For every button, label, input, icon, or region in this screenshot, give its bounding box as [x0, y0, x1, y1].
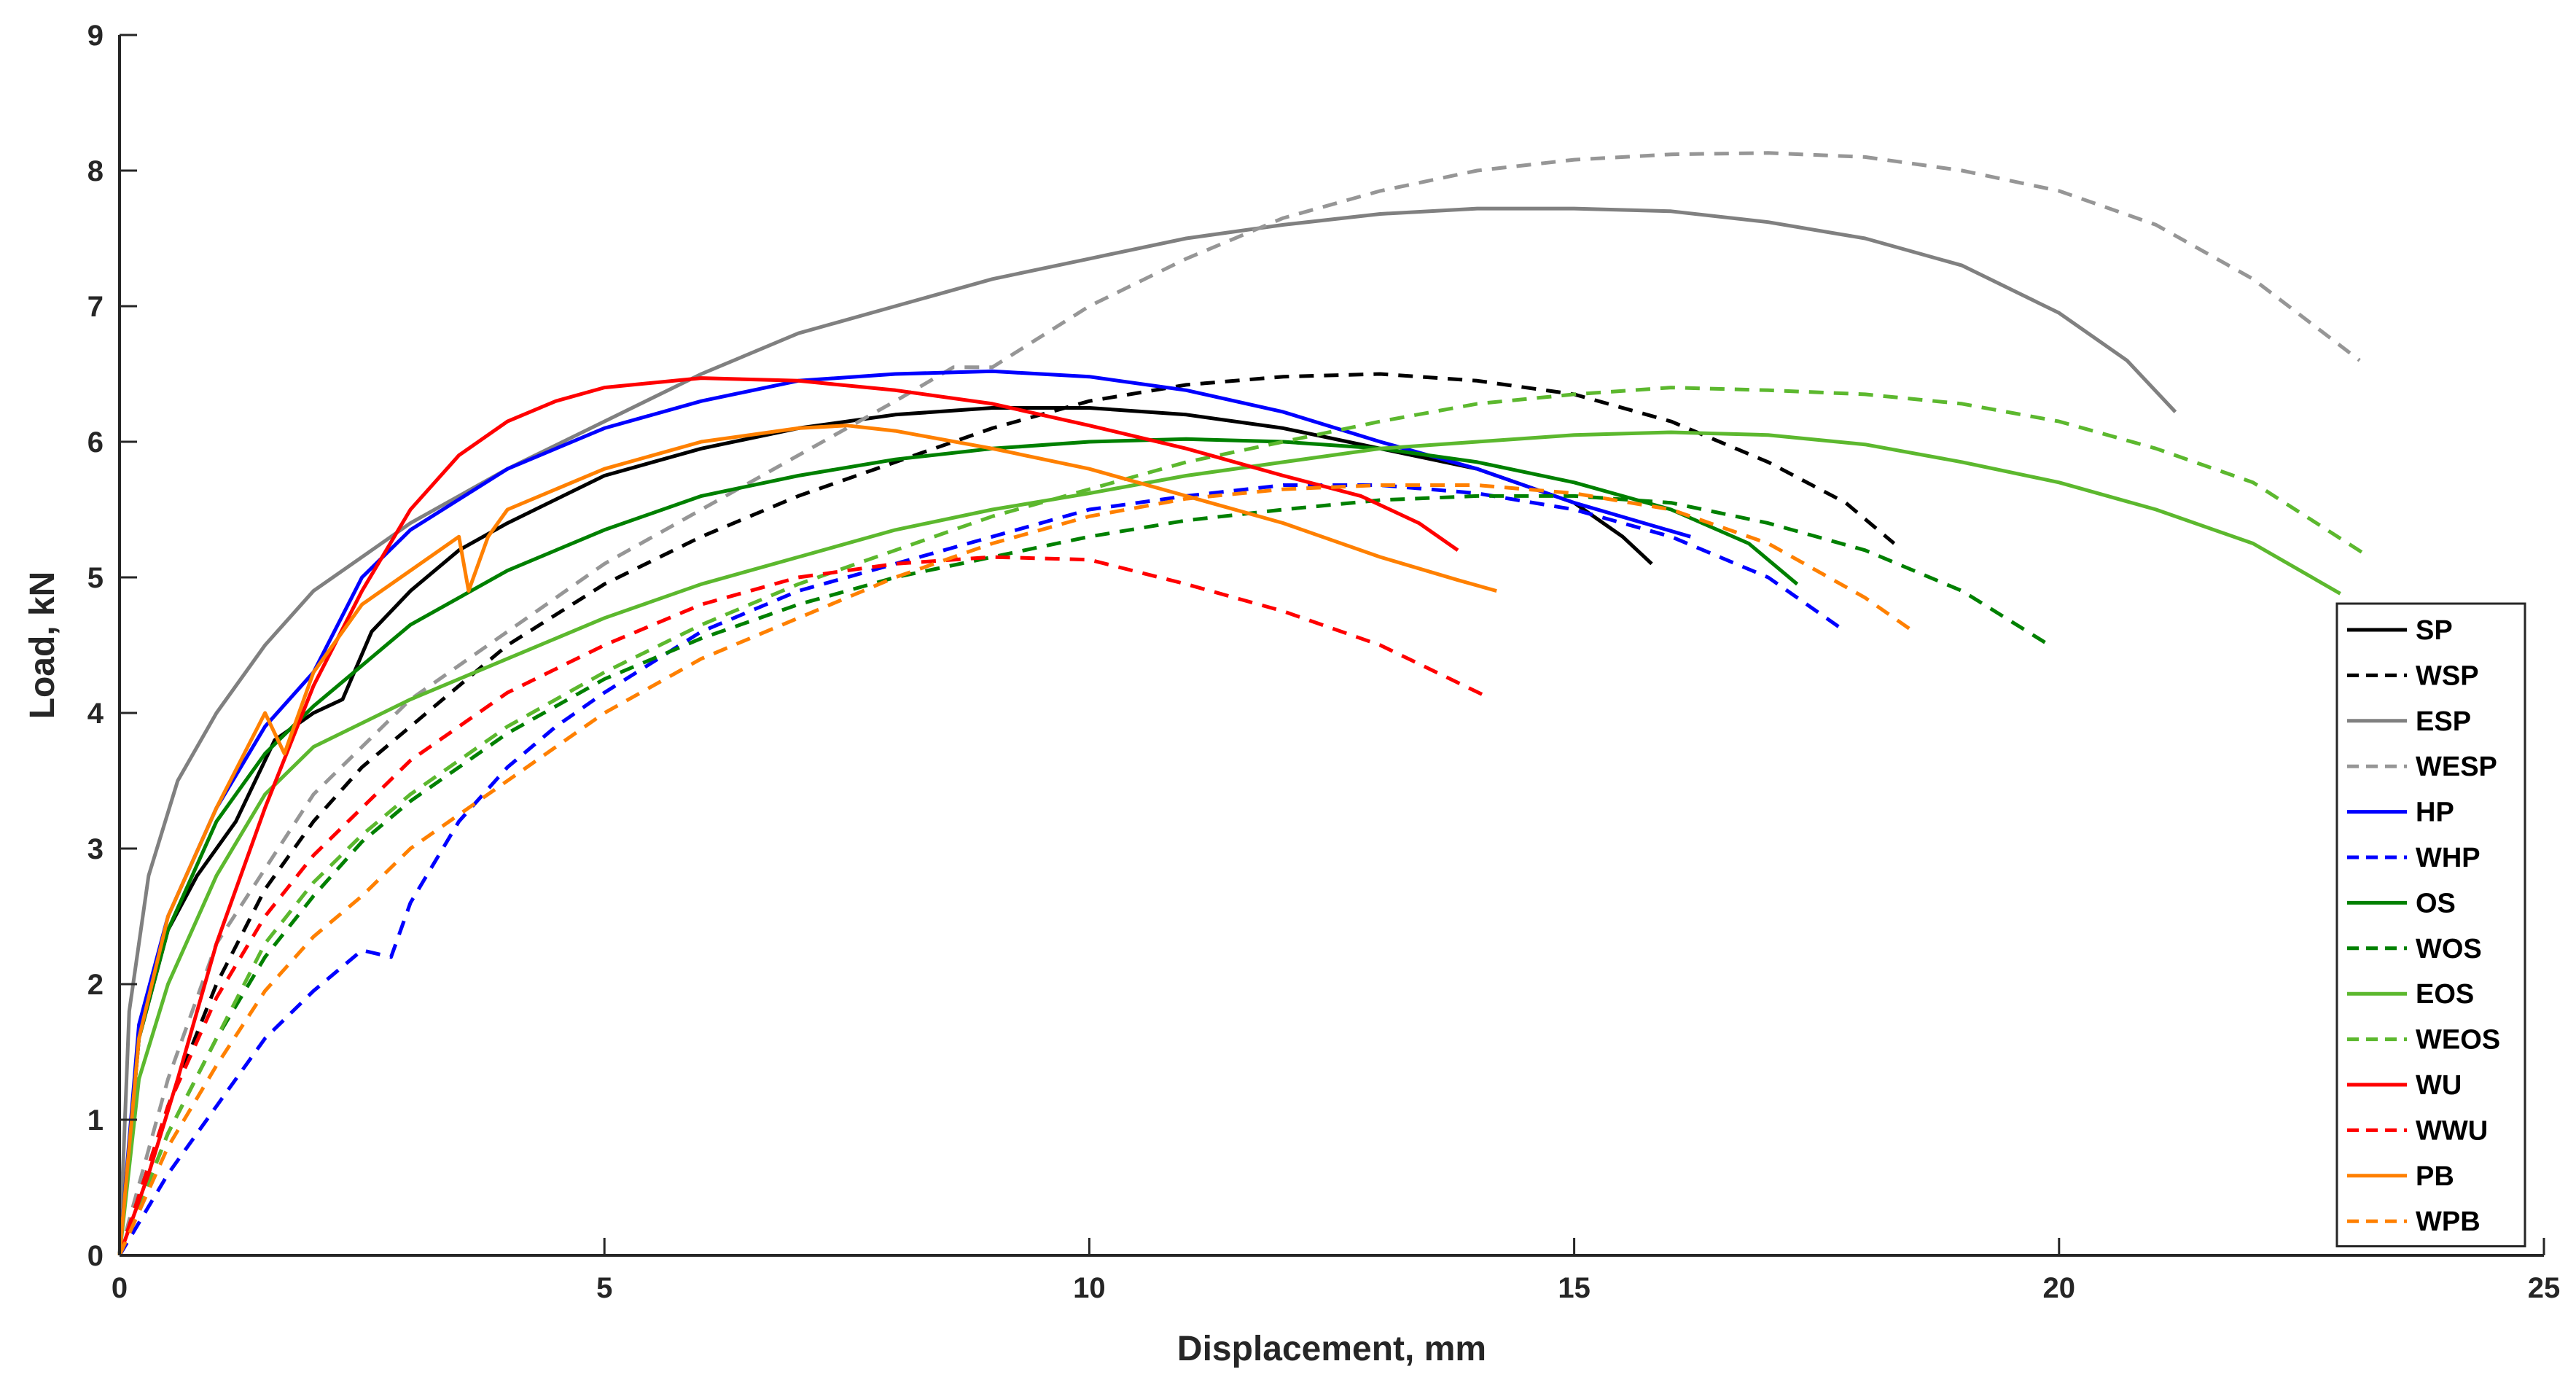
- legend-label-hp: HP: [2416, 798, 2454, 828]
- x-tick-label-2: 10: [1073, 1272, 1106, 1304]
- legend-label-pb: PB: [2416, 1161, 2454, 1192]
- y-tick-label-5: 5: [87, 562, 104, 594]
- series-line-whp: [117, 483, 1847, 1257]
- y-tick-label-0: 0: [87, 1240, 104, 1272]
- legend-box: [2335, 602, 2526, 1248]
- legend-label-eos: EOS: [2416, 979, 2474, 1010]
- legend-label-whp: WHP: [2416, 843, 2481, 873]
- y-tick-label-2: 2: [87, 969, 104, 1001]
- y-tick-label-9: 9: [87, 20, 104, 52]
- y-tick-label-4: 4: [87, 698, 104, 730]
- series-line-weos: [117, 386, 2370, 1256]
- series-line-wesp: [117, 151, 2361, 1256]
- series-layer: [117, 151, 2370, 1257]
- y-tick-label-3: 3: [87, 833, 104, 865]
- legend: SP WSP ESP WESP HP WHP OS WOS EOS WEOS WU WWU PB WPB: [2335, 602, 2526, 1248]
- x-tick-label-3: 15: [1558, 1272, 1591, 1304]
- legend-label-wu: WU: [2416, 1070, 2462, 1101]
- legend-label-weos: WEOS: [2416, 1025, 2500, 1056]
- legend-label-sp: SP: [2416, 615, 2453, 646]
- y-tick-label-7: 7: [87, 291, 104, 323]
- series-line-wpb: [117, 483, 1915, 1257]
- ticks-layer: 0 5 10 15 20 25 0 1 2 3 4 5 6 7 8 9: [87, 20, 2561, 1304]
- series-line-wwu: [117, 555, 1488, 1256]
- series-line-hp: [117, 369, 1691, 1256]
- y-tick-label-8: 8: [87, 155, 104, 187]
- x-tick-label-5: 25: [2528, 1272, 2561, 1304]
- legend-label-wos: WOS: [2416, 934, 2482, 964]
- legend-label-wesp: WESP: [2416, 752, 2497, 782]
- legend-label-wwu: WWU: [2416, 1115, 2488, 1146]
- series-line-wos: [117, 494, 2050, 1256]
- series-line-esp: [117, 206, 2177, 1256]
- legend-label-esp: ESP: [2416, 706, 2471, 737]
- x-tick-label-4: 20: [2043, 1272, 2076, 1304]
- series-line-os: [117, 437, 1799, 1256]
- series-line-wsp: [117, 372, 1896, 1256]
- x-tick-label-0: 0: [112, 1272, 128, 1304]
- y-axis-label: Load, kN: [23, 572, 62, 720]
- x-axis-label: Displacement, mm: [1177, 1330, 1486, 1368]
- y-tick-label-1: 1: [87, 1104, 104, 1136]
- legend-label-os: OS: [2416, 888, 2456, 919]
- legend-label-wpb: WPB: [2416, 1206, 2481, 1237]
- axes-layer: [118, 35, 2544, 1257]
- legend-label-wsp: WSP: [2416, 660, 2479, 691]
- series-line-wu: [117, 376, 1459, 1256]
- x-tick-label-1: 5: [596, 1272, 612, 1304]
- y-tick-label-6: 6: [87, 426, 104, 459]
- series-line-eos: [117, 430, 2341, 1256]
- series-line-pb: [117, 424, 1497, 1256]
